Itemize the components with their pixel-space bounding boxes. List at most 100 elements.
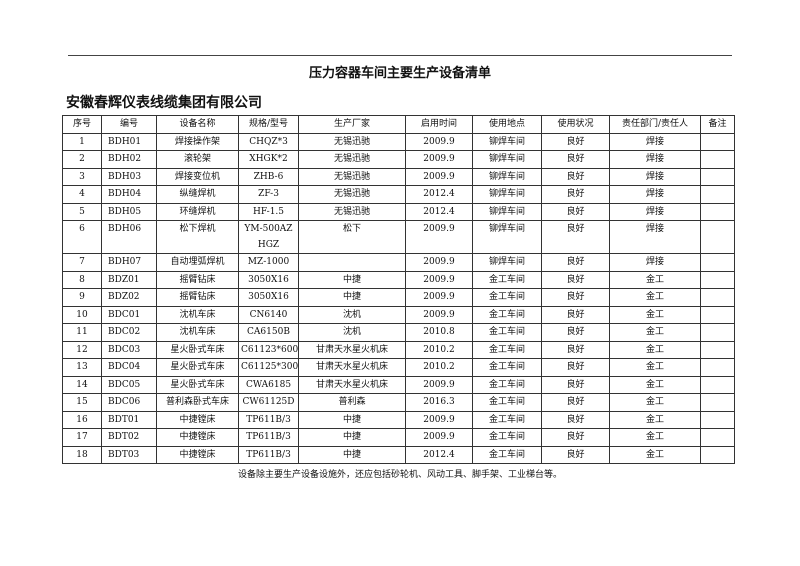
table-cell: 11 bbox=[62, 323, 102, 342]
column-header: 备注 bbox=[700, 115, 735, 134]
table-cell: 2010.2 bbox=[405, 340, 473, 359]
table-cell: BDH06 bbox=[101, 220, 157, 254]
table-cell: 铆焊车间 bbox=[472, 202, 542, 221]
table-cell: 金工 bbox=[609, 428, 701, 447]
table-cell bbox=[700, 185, 735, 204]
table-cell: 2012.4 bbox=[405, 185, 473, 204]
table-row: 12 BDC03 星火卧式车床 C61123*600 甘肃天水星火机床 2010.2 金工车… bbox=[62, 340, 735, 359]
table-cell: 中捷 bbox=[298, 410, 406, 429]
table-cell: 15 bbox=[62, 393, 102, 412]
table-cell: BDC02 bbox=[101, 323, 157, 342]
table-cell bbox=[700, 375, 735, 394]
table-row: 6 BDH06 松下焊机 YM-500AZHGZ 松下 2009.9 铆焊车间 良好 焊接 bbox=[62, 220, 735, 254]
table-cell: 甘肃天水星火机床 bbox=[298, 375, 406, 394]
table-cell: 1 bbox=[62, 132, 102, 151]
table-cell: 良好 bbox=[541, 340, 610, 359]
table-cell: ZHB-6 bbox=[238, 167, 299, 186]
table-cell bbox=[700, 253, 735, 272]
table-cell: 良好 bbox=[541, 358, 610, 377]
table-cell: 星火卧式车床 bbox=[156, 358, 239, 377]
table-cell: 金工 bbox=[609, 270, 701, 289]
table-cell: 焊接 bbox=[609, 167, 701, 186]
table-cell: BDC01 bbox=[101, 305, 157, 324]
table-cell: 普利森 bbox=[298, 393, 406, 412]
table-cell: 良好 bbox=[541, 445, 610, 464]
table-cell: MZ-1000 bbox=[238, 253, 299, 272]
table-row: 16 BDT01 中捷镗床 TP611B/3 中捷 2009.9 金工车间 良好 金工 bbox=[62, 410, 735, 429]
table-cell bbox=[700, 305, 735, 324]
column-header: 责任部门/责任人 bbox=[609, 115, 701, 134]
table-cell bbox=[298, 253, 406, 272]
table-cell: 中捷镗床 bbox=[156, 410, 239, 429]
table-cell: 铆焊车间 bbox=[472, 150, 542, 169]
table-cell: BDC04 bbox=[101, 358, 157, 377]
table-cell bbox=[700, 410, 735, 429]
table-cell bbox=[700, 393, 735, 412]
table-cell: 4 bbox=[62, 185, 102, 204]
table-cell: 铆焊车间 bbox=[472, 185, 542, 204]
table-cell: CWA6185 bbox=[238, 375, 299, 394]
table-cell: 8 bbox=[62, 270, 102, 289]
table-cell: 金工车间 bbox=[472, 445, 542, 464]
table-cell: 金工 bbox=[609, 393, 701, 412]
table-cell: 3 bbox=[62, 167, 102, 186]
table-cell: 环缝焊机 bbox=[156, 202, 239, 221]
table-cell: 沈机 bbox=[298, 305, 406, 324]
table-cell: ZF-3 bbox=[238, 185, 299, 204]
table-cell: BDZ01 bbox=[101, 270, 157, 289]
table-cell: 中捷镗床 bbox=[156, 445, 239, 464]
table-row: 8 BDZ01 摇臂钻床 3050X16 中捷 2009.9 金工车间 良好 金工 bbox=[62, 270, 735, 289]
table-cell bbox=[700, 270, 735, 289]
table-cell: 金工 bbox=[609, 358, 701, 377]
table-cell: BDZ02 bbox=[101, 288, 157, 307]
table-cell: 无锡迅驰 bbox=[298, 202, 406, 221]
table-cell: CW61125D bbox=[238, 393, 299, 412]
table-cell: 12 bbox=[62, 340, 102, 359]
table-cell: 14 bbox=[62, 375, 102, 394]
table-cell: 2009.9 bbox=[405, 220, 473, 254]
table-cell: 2009.9 bbox=[405, 167, 473, 186]
footer-note: 设备除主要生产设备设施外，还应包括砂轮机、风动工具、脚手架、工业梯台等。 bbox=[237, 470, 562, 480]
table-row: 14 BDC05 星火卧式车床 CWA6185 甘肃天水星火机床 2009.9 金工车间 良好… bbox=[62, 375, 735, 394]
table-cell: 焊接 bbox=[609, 185, 701, 204]
table-cell: 摇臂钻床 bbox=[156, 270, 239, 289]
company-name: 安徽春辉仪表线缆集团有限公司 bbox=[66, 95, 262, 111]
table-cell: 焊接 bbox=[609, 253, 701, 272]
table-cell: 2012.4 bbox=[405, 445, 473, 464]
table-cell: BDH07 bbox=[101, 253, 157, 272]
table-cell: BDH05 bbox=[101, 202, 157, 221]
table-cell: 2010.2 bbox=[405, 358, 473, 377]
table-cell: 金工 bbox=[609, 305, 701, 324]
table-row: 17 BDT02 中捷镗床 TP611B/3 中捷 2009.9 金工车间 良好 金工 bbox=[62, 428, 735, 447]
table-cell: 良好 bbox=[541, 253, 610, 272]
table-cell: 金工车间 bbox=[472, 410, 542, 429]
table-cell: 金工车间 bbox=[472, 393, 542, 412]
table-cell: CN6140 bbox=[238, 305, 299, 324]
table-cell: 良好 bbox=[541, 428, 610, 447]
column-header: 序号 bbox=[62, 115, 102, 134]
table-cell bbox=[700, 220, 735, 254]
table-cell: BDC05 bbox=[101, 375, 157, 394]
table-cell: 10 bbox=[62, 305, 102, 324]
column-header: 使用状况 bbox=[541, 115, 610, 134]
column-header: 编号 bbox=[101, 115, 157, 134]
table-cell: HF-1.5 bbox=[238, 202, 299, 221]
table-cell: 9 bbox=[62, 288, 102, 307]
table-cell: 2009.9 bbox=[405, 410, 473, 429]
table-cell: 沈机车床 bbox=[156, 323, 239, 342]
table-row: 9 BDZ02 摇臂钻床 3050X16 中捷 2009.9 金工车间 良好 金工 bbox=[62, 288, 735, 307]
table-cell: 星火卧式车床 bbox=[156, 375, 239, 394]
table-cell: CHQZ*3 bbox=[238, 132, 299, 151]
table-cell: 良好 bbox=[541, 132, 610, 151]
table-cell: XHGK*2 bbox=[238, 150, 299, 169]
table-cell: 良好 bbox=[541, 323, 610, 342]
column-header: 使用地点 bbox=[472, 115, 542, 134]
document-title: 压力容器车间主要生产设备清单 bbox=[308, 66, 491, 81]
table-cell: 2009.9 bbox=[405, 305, 473, 324]
table-cell: 金工 bbox=[609, 445, 701, 464]
table-cell: 良好 bbox=[541, 393, 610, 412]
table-row: 11 BDC02 沈机车床 CA6150B 沈机 2010.8 金工车间 良好 金工 bbox=[62, 323, 735, 342]
table-cell: 金工车间 bbox=[472, 340, 542, 359]
table-cell: 焊接操作架 bbox=[156, 132, 239, 151]
table-cell: 甘肃天水星火机床 bbox=[298, 340, 406, 359]
